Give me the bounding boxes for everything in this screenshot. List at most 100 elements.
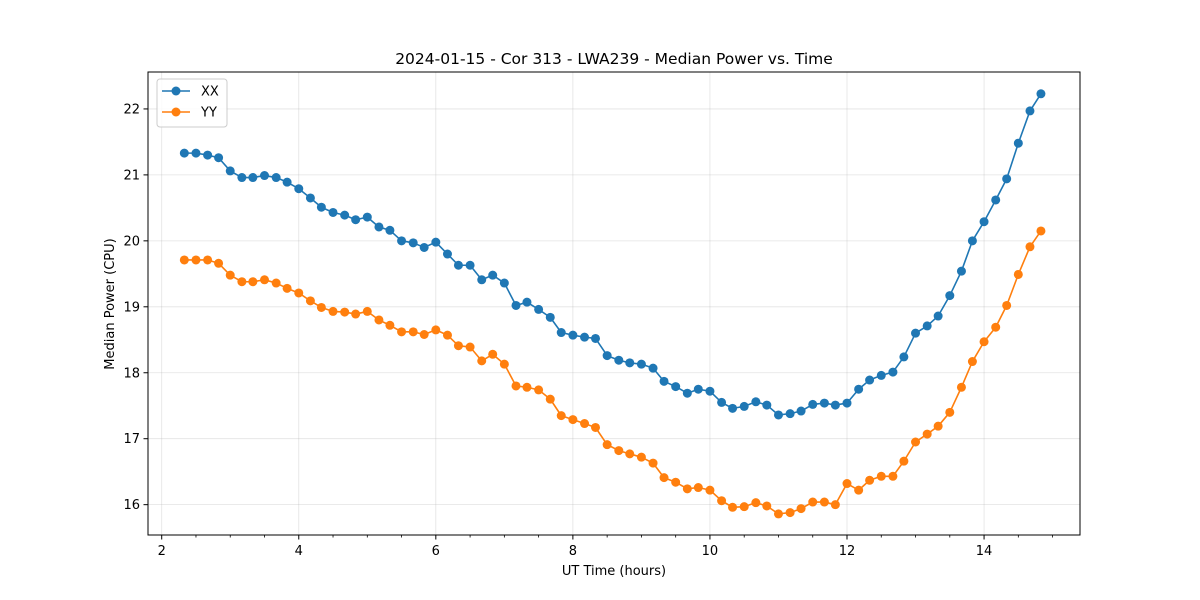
data-point-yy <box>739 502 749 512</box>
data-point-xx <box>659 376 669 386</box>
data-point-yy <box>991 322 1001 332</box>
data-point-xx <box>671 382 681 392</box>
data-point-xx <box>260 171 269 181</box>
data-point-yy <box>705 485 715 495</box>
data-point-yy <box>248 277 258 287</box>
data-point-yy <box>602 440 612 450</box>
data-point-yy <box>590 422 600 432</box>
data-point-yy <box>728 502 738 512</box>
chart-title: 2024-01-15 - Cor 313 - LWA239 - Median P… <box>395 50 833 68</box>
data-point-xx <box>397 236 407 246</box>
data-point-xx <box>408 238 418 248</box>
y-tick-label: 16 <box>123 498 140 513</box>
data-point-yy <box>671 477 681 487</box>
data-point-xx <box>728 403 738 413</box>
data-point-yy <box>179 255 189 265</box>
series-yy <box>179 226 1046 519</box>
data-point-xx <box>876 370 886 380</box>
data-point-xx <box>911 328 921 338</box>
data-point-xx <box>1025 106 1035 116</box>
data-point-yy <box>397 327 407 337</box>
y-axis-label: Median Power (CPU) <box>103 238 118 369</box>
data-point-xx <box>271 173 281 183</box>
data-point-xx <box>773 410 783 420</box>
data-point-xx <box>556 328 566 338</box>
y-tick-label: 18 <box>123 366 140 381</box>
x-tick-label: 14 <box>976 544 993 559</box>
data-point-yy <box>888 471 898 481</box>
data-point-yy <box>614 446 624 456</box>
y-tick-label: 21 <box>123 168 140 183</box>
data-point-yy <box>362 306 372 316</box>
data-point-yy <box>1013 269 1023 279</box>
data-point-xx <box>191 148 201 158</box>
data-point-xx <box>842 398 852 408</box>
data-point-yy <box>488 349 498 359</box>
y-axis-ticks: 16 17 18 19 20 21 22 <box>123 102 148 513</box>
series-xx <box>179 89 1046 420</box>
plot-frame <box>147 71 1081 536</box>
data-point-xx <box>534 304 544 314</box>
data-point-xx <box>545 312 555 322</box>
data-point-xx <box>453 260 463 270</box>
data-point-xx <box>991 195 1001 205</box>
data-point-xx <box>522 297 532 307</box>
x-axis-label: UT Time (hours) <box>562 564 666 579</box>
data-point-xx <box>328 207 338 217</box>
y-tick-label: 17 <box>123 432 140 447</box>
data-point-yy <box>945 407 955 417</box>
x-tick-label: 4 <box>295 544 303 559</box>
data-point-yy <box>556 411 566 421</box>
data-point-yy <box>419 329 429 339</box>
data-point-xx <box>419 242 429 252</box>
data-point-xx <box>693 384 703 394</box>
data-point-yy <box>534 385 544 395</box>
data-point-xx <box>819 398 829 408</box>
data-point-yy <box>328 306 338 316</box>
data-point-xx <box>590 333 600 343</box>
data-point-xx <box>316 202 326 212</box>
legend-marker-yy <box>171 107 181 117</box>
data-point-xx <box>442 249 452 259</box>
data-point-xx <box>465 260 475 270</box>
data-point-yy <box>385 320 395 330</box>
data-point-yy <box>636 452 646 462</box>
series-line-xx <box>184 93 1042 416</box>
data-point-xx <box>602 351 612 361</box>
series-layer <box>179 89 1046 519</box>
data-point-yy <box>294 288 304 298</box>
data-point-xx <box>1013 138 1023 148</box>
data-point-xx <box>614 355 624 365</box>
data-point-yy <box>442 330 452 340</box>
data-point-xx <box>751 397 761 407</box>
x-axis-ticks: 2 4 6 8 10 12 14 <box>158 535 1053 559</box>
data-point-yy <box>819 497 829 507</box>
data-point-yy <box>408 327 418 337</box>
data-point-xx <box>796 406 806 416</box>
data-point-xx <box>248 173 258 183</box>
data-point-xx <box>568 330 578 340</box>
data-point-yy <box>865 475 875 485</box>
data-point-yy <box>191 255 201 265</box>
data-point-yy <box>282 283 292 293</box>
x-tick-label: 10 <box>702 544 719 559</box>
data-point-yy <box>431 325 441 335</box>
data-point-xx <box>488 270 498 280</box>
data-point-yy <box>648 458 658 468</box>
data-point-xx <box>225 166 235 176</box>
y-tick-label: 20 <box>123 234 140 249</box>
data-point-yy <box>773 509 783 519</box>
data-point-xx <box>625 358 635 368</box>
data-point-yy <box>956 382 966 392</box>
data-point-xx <box>979 217 989 227</box>
data-point-xx <box>580 332 590 342</box>
data-point-yy <box>351 309 361 319</box>
data-point-yy <box>876 471 886 481</box>
data-point-yy <box>751 498 761 508</box>
series-line-yy <box>184 230 1042 515</box>
data-point-yy <box>911 437 921 447</box>
legend: XX YY <box>156 78 228 128</box>
data-point-xx <box>899 352 909 362</box>
y-tick-label: 19 <box>123 300 140 315</box>
